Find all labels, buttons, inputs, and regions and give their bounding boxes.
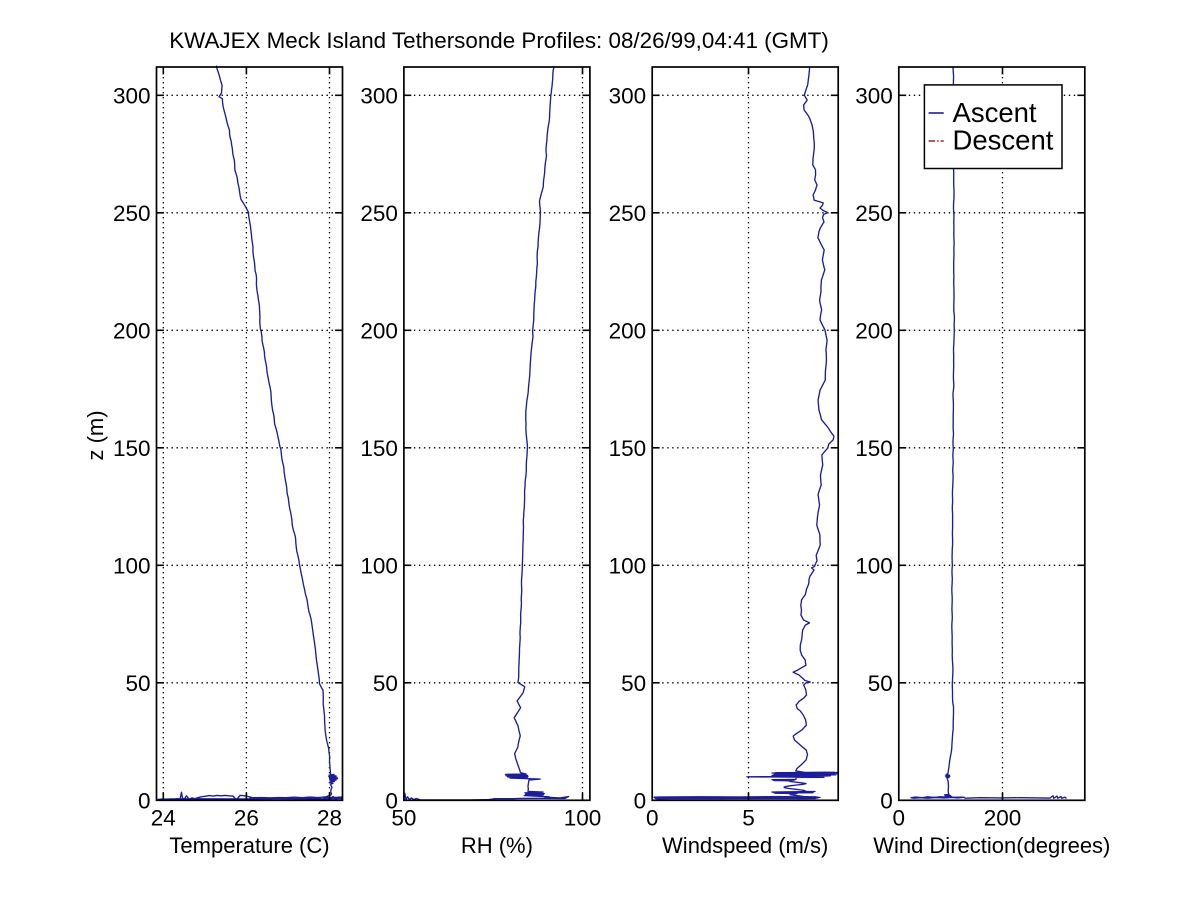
svg-text:300: 300 [360, 83, 398, 108]
svg-text:50: 50 [391, 805, 416, 830]
svg-text:150: 150 [609, 436, 647, 461]
svg-text:Descent: Descent [953, 125, 1054, 156]
svg-text:5: 5 [742, 805, 755, 830]
svg-text:100: 100 [855, 553, 893, 578]
svg-text:200: 200 [360, 318, 398, 343]
svg-text:100: 100 [360, 553, 398, 578]
svg-text:Temperature (C): Temperature (C) [169, 833, 329, 858]
svg-text:100: 100 [113, 553, 151, 578]
svg-text:50: 50 [621, 671, 646, 696]
svg-text:250: 250 [360, 201, 398, 226]
svg-text:50: 50 [868, 671, 893, 696]
svg-text:150: 150 [855, 436, 893, 461]
svg-text:26: 26 [234, 805, 259, 830]
svg-text:150: 150 [113, 436, 151, 461]
svg-text:0: 0 [634, 788, 647, 813]
svg-text:0: 0 [893, 805, 906, 830]
svg-text:200: 200 [984, 805, 1022, 830]
svg-text:300: 300 [113, 83, 151, 108]
svg-text:0: 0 [138, 788, 151, 813]
svg-text:28: 28 [317, 805, 342, 830]
svg-text:100: 100 [609, 553, 647, 578]
svg-text:250: 250 [609, 201, 647, 226]
svg-text:z (m): z (m) [83, 410, 108, 460]
svg-text:200: 200 [609, 318, 647, 343]
svg-text:KWAJEX Meck Island Tethersonde: KWAJEX Meck Island Tethersonde Profiles:… [169, 28, 829, 53]
svg-text:24: 24 [151, 805, 176, 830]
svg-text:Wind Direction(degrees): Wind Direction(degrees) [873, 833, 1110, 858]
svg-text:150: 150 [360, 436, 398, 461]
svg-text:0: 0 [385, 788, 398, 813]
svg-text:200: 200 [113, 318, 151, 343]
svg-text:0: 0 [646, 805, 659, 830]
svg-text:250: 250 [855, 201, 893, 226]
svg-text:300: 300 [609, 83, 647, 108]
svg-text:50: 50 [125, 671, 150, 696]
svg-text:Windspeed (m/s): Windspeed (m/s) [662, 833, 828, 858]
svg-text:0: 0 [880, 788, 893, 813]
svg-text:250: 250 [113, 201, 151, 226]
svg-text:RH (%): RH (%) [461, 833, 533, 858]
svg-text:100: 100 [564, 805, 602, 830]
svg-text:200: 200 [855, 318, 893, 343]
svg-text:300: 300 [855, 83, 893, 108]
svg-text:Ascent: Ascent [953, 97, 1037, 128]
svg-text:50: 50 [373, 671, 398, 696]
